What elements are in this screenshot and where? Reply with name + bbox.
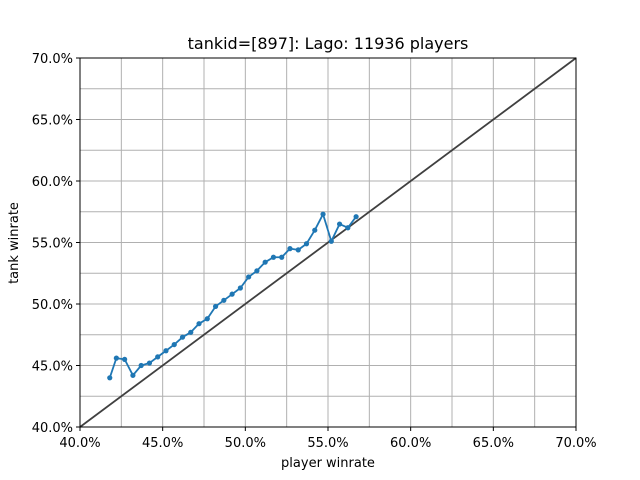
- x-tick-label: 40.0%: [59, 436, 100, 451]
- data-point: [204, 316, 210, 322]
- data-point: [336, 221, 343, 227]
- data-point: [287, 246, 293, 252]
- reference-line-layer: [79, 57, 577, 428]
- y-tick-label: 45.0%: [32, 360, 73, 375]
- ticks: 40.0% 45.0% 50.0% 55.0% 60.0% 65.0% 70.0% 40.0%…: [32, 52, 597, 451]
- y-tick-label: 70.0%: [32, 52, 73, 67]
- data-point: [303, 241, 310, 247]
- chart-title: tankid=[897]: Lago: 11936 players: [188, 34, 469, 53]
- data-point: [237, 285, 243, 291]
- data-point: [179, 334, 186, 340]
- x-tick-label: 55.0%: [307, 436, 348, 451]
- y-tick-label: 60.0%: [32, 175, 73, 190]
- data-point: [155, 354, 161, 360]
- data-point: [229, 291, 235, 297]
- y-tick-label: 65.0%: [32, 114, 73, 129]
- data-point: [279, 254, 285, 260]
- data-point: [221, 297, 227, 303]
- series-layer: [107, 211, 359, 381]
- x-axis-title: player winrate: [281, 456, 375, 471]
- data-point: [295, 247, 301, 253]
- y-tick-label: 50.0%: [32, 298, 73, 313]
- y-tick-label: 55.0%: [32, 237, 73, 252]
- data-point: [113, 355, 119, 361]
- x-tick-label: 65.0%: [473, 436, 514, 451]
- data-point: [212, 303, 219, 310]
- data-point: [130, 372, 136, 378]
- data-point: [262, 259, 268, 265]
- y-tick-label: 40.0%: [32, 421, 73, 436]
- data-point: [122, 356, 128, 362]
- data-point: [246, 274, 252, 280]
- data-point: [353, 214, 359, 220]
- data-point: [312, 227, 318, 233]
- x-tick-label: 50.0%: [225, 436, 266, 451]
- data-point: [188, 329, 194, 335]
- x-tick-label: 45.0%: [142, 436, 183, 451]
- data-point: [163, 348, 169, 354]
- data-point: [328, 238, 334, 244]
- x-tick-label: 70.0%: [555, 436, 596, 451]
- y-axis-title: tank winrate: [7, 202, 22, 284]
- data-point: [320, 211, 326, 217]
- data-point: [146, 360, 153, 366]
- data-point: [171, 341, 177, 348]
- reference-line: [79, 57, 577, 428]
- data-point: [196, 321, 202, 327]
- data-point: [270, 254, 277, 260]
- data-point: [254, 268, 260, 274]
- x-tick-label: 60.0%: [390, 436, 431, 451]
- data-point: [107, 375, 113, 381]
- data-point: [138, 362, 144, 369]
- data-point: [345, 225, 351, 231]
